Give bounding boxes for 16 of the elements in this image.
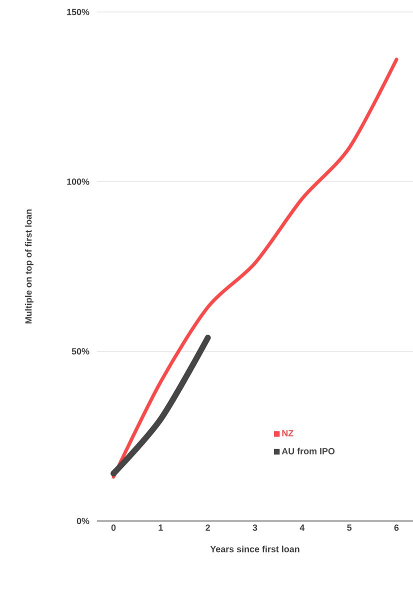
y-tick-label: 150% bbox=[67, 8, 90, 16]
legend-label: AU from IPO bbox=[282, 448, 335, 454]
line-series bbox=[112, 58, 398, 479]
x-tick-label: 5 bbox=[347, 524, 352, 531]
x-tick-label: 0 bbox=[111, 524, 116, 531]
y-tick-label: 50% bbox=[72, 348, 90, 355]
x-tick-label: 4 bbox=[300, 524, 305, 531]
y-axis-title: Multiple on top of first loan bbox=[25, 210, 34, 324]
x-tick-label: 2 bbox=[206, 524, 210, 531]
x-axis-title: Years since first loan bbox=[210, 546, 300, 552]
legend-label: NZ bbox=[282, 430, 294, 436]
y-tick-label: 100% bbox=[67, 178, 90, 185]
x-tick-label: 6 bbox=[394, 524, 399, 531]
y-tick-label: 0% bbox=[76, 518, 90, 524]
x-tick-label: 1 bbox=[158, 524, 163, 531]
x-tick-label: 3 bbox=[252, 524, 258, 531]
